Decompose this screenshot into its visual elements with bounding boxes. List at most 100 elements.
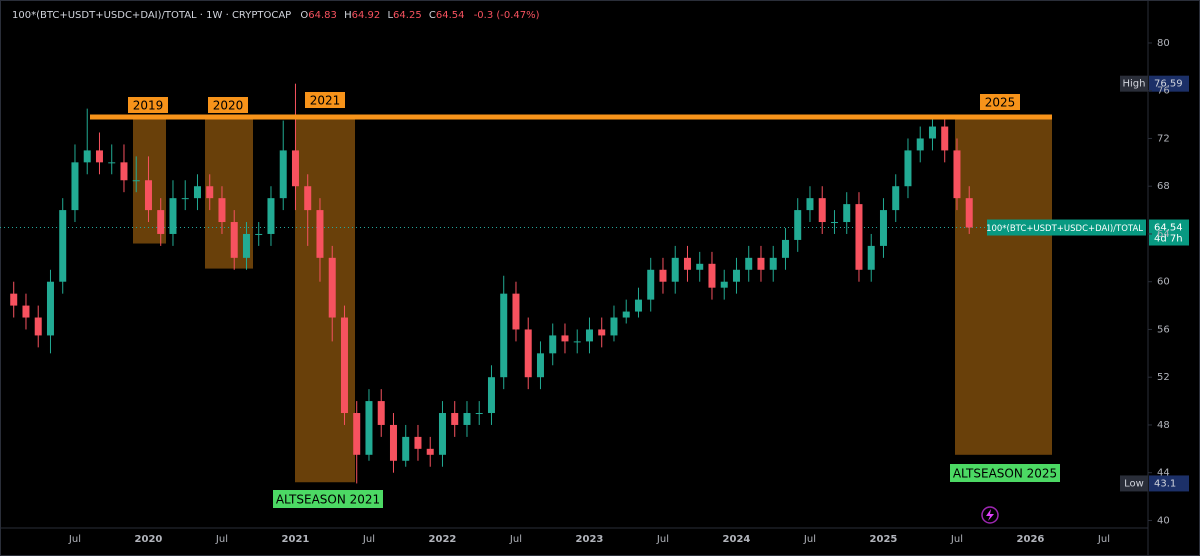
y-tick-label: 80: [1157, 38, 1170, 49]
candle-body: [108, 162, 116, 164]
ohlc-value: 64.83: [308, 10, 337, 21]
x-tick-label: 2023: [576, 534, 604, 545]
y-tick-label: 40: [1157, 515, 1170, 526]
overlay: 2019 2020 2021 ALTSEASON 2021 2025 ALTSEASON …: [90, 75, 1189, 508]
zone-label-bg: [305, 92, 345, 108]
candle-body: [610, 317, 618, 336]
zone-label-bg: [980, 94, 1020, 110]
candle-body: [928, 126, 936, 139]
logo-ring: [981, 506, 999, 524]
candle-body: [622, 311, 630, 318]
candle-body: [720, 281, 728, 288]
last-price-bg: [1149, 219, 1189, 246]
x-tick-label: 2021: [282, 534, 310, 545]
candle-body: [340, 317, 348, 414]
candle-body: [267, 198, 275, 234]
marker-label-bg: [1120, 475, 1148, 492]
candle-body: [892, 186, 900, 211]
candle-body: [46, 281, 54, 336]
ohlc-label: H: [344, 10, 352, 21]
candle-body: [953, 150, 961, 199]
candle-body: [855, 204, 863, 270]
candle-body: [438, 413, 446, 455]
zone-caption: ALTSEASON 2025: [953, 467, 1057, 481]
zone: [955, 116, 1052, 455]
candle-body: [475, 413, 483, 415]
candle-body: [157, 210, 165, 234]
zone-label: 2019: [133, 99, 164, 113]
candle-body: [95, 150, 103, 163]
candle-body: [732, 269, 740, 282]
candle-body: [132, 180, 140, 182]
candle-body: [304, 186, 312, 211]
candle-body: [634, 299, 642, 312]
marker-value-bg: [1149, 75, 1189, 92]
y-tick-label: 76: [1157, 86, 1170, 97]
ohlc-label: L: [387, 10, 393, 21]
ohlc-label: C: [429, 10, 436, 21]
chart-header: 100*(BTC+USDT+USDC+DAI)/TOTAL · 1W · CRY…: [12, 10, 540, 21]
x-tick-label: 2020: [135, 534, 163, 545]
ohlc-value: 64.25: [393, 10, 422, 21]
candle-body: [206, 186, 214, 199]
candle-body: [426, 448, 434, 455]
zone: [295, 116, 355, 483]
candle-body: [781, 239, 789, 258]
candle-body: [402, 436, 410, 461]
y-tick-label: 68: [1157, 181, 1170, 192]
candle-body: [830, 222, 838, 224]
marker-value: 43.1: [1154, 478, 1176, 489]
marker-label: Low: [1124, 478, 1144, 489]
ohlc-value: 64.54: [436, 10, 465, 21]
candle-body: [671, 257, 679, 282]
zone-label: 2025: [985, 96, 1016, 110]
countdown: 4d 7h: [1154, 234, 1183, 245]
candle-body: [683, 257, 691, 270]
x-tick-label: 2026: [1017, 534, 1045, 545]
candle-body: [328, 257, 336, 318]
candle-body: [941, 126, 949, 151]
candle-body: [83, 150, 91, 163]
candle-body: [818, 198, 826, 223]
symbol: 100*(BTC+USDT+USDC+DAI)/TOTAL · 1W · CRY…: [12, 10, 291, 21]
candle-body: [549, 335, 557, 354]
candle-body: [573, 341, 581, 343]
marker-label-bg: [1120, 75, 1148, 92]
y-tick-label: 64: [1157, 229, 1170, 240]
marker-value-bg: [1149, 475, 1189, 492]
ohlc-value: 64.92: [352, 10, 381, 21]
candle-body: [389, 424, 397, 461]
zone-label: 2020: [213, 99, 244, 113]
candle-body: [512, 293, 520, 330]
candle-body: [193, 186, 201, 199]
candle-body: [536, 353, 544, 378]
x-tick-label: Jul: [215, 534, 228, 545]
candle-body: [867, 245, 875, 270]
candle-body: [291, 150, 299, 187]
change: -0.3 (-0.47%): [474, 10, 540, 21]
y-tick-label: 52: [1157, 372, 1170, 383]
series-name-bg: [987, 219, 1146, 236]
x-tick-label: 2025: [870, 534, 898, 545]
x-tick-label: Jul: [509, 534, 522, 545]
candle-body: [585, 329, 593, 342]
y-tick-label: 44: [1157, 468, 1170, 479]
candle-body: [757, 257, 765, 270]
candle-body: [916, 138, 924, 151]
candle-body: [365, 401, 373, 455]
caption-bg: [950, 464, 1060, 482]
y-tick-label: 60: [1157, 277, 1170, 288]
candle-body: [316, 210, 324, 258]
candle-body: [22, 305, 30, 318]
candle-body: [34, 317, 42, 336]
candle-body: [353, 413, 361, 455]
candle-body: [598, 329, 606, 336]
x-tick-label: Jul: [803, 534, 816, 545]
candle-body: [487, 377, 495, 414]
zone-label-bg: [208, 97, 248, 113]
candle-body: [879, 210, 887, 246]
candle-body: [451, 413, 459, 425]
candle-body: [10, 293, 18, 306]
zone-caption: ALTSEASON 2021: [276, 493, 380, 507]
